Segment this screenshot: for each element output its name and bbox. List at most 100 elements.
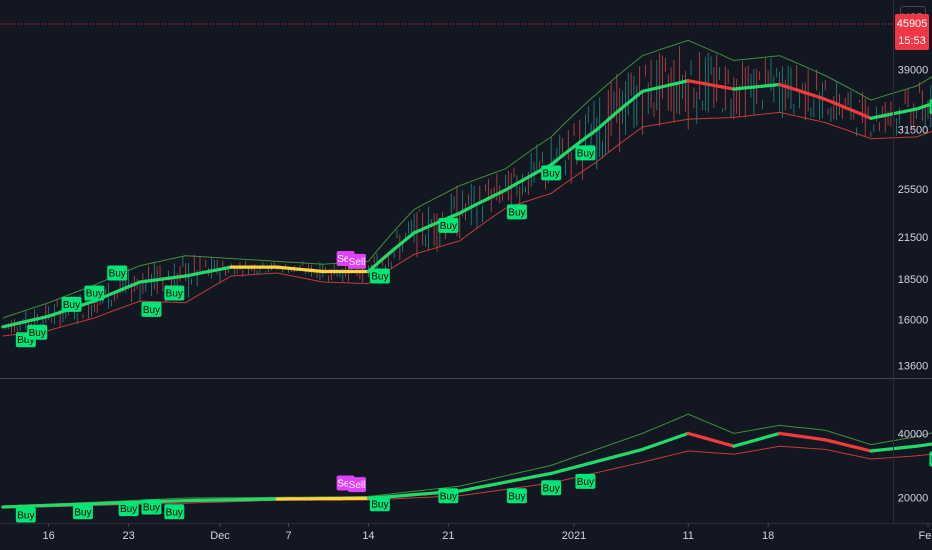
signal-label: Buy [86,288,103,299]
time-tick-label: 23 [122,530,134,542]
time-tick-label: Dec [210,530,230,542]
price-lower-band [2,111,932,337]
signal-label: Sell [337,479,354,490]
signal-label: Buy [166,507,183,518]
signal-box [541,165,562,181]
buy-signal[interactable]: Buy [929,99,932,115]
buy-signal[interactable]: Buy [541,480,562,496]
signal-label: Buy [166,288,183,299]
time-tick-label: 11 [682,530,693,542]
last-price-value: 45905 [897,18,928,30]
indicator-axis[interactable]: 40000 20000 [898,428,929,504]
buy-signal[interactable]: Buy [164,504,185,520]
signal-label: Buy [440,221,457,232]
indicator-lower-band [2,445,932,509]
signal-label: Buy [371,271,388,282]
signal-label: Buy [143,503,160,514]
time-tick-label: 21 [442,530,454,542]
basis-segment [926,442,932,447]
sell-signal[interactable]: Sell [348,477,367,493]
buy-signal[interactable]: Buy [141,499,162,515]
signal-label: Buy [931,102,932,113]
buy-signal[interactable]: Buy [369,268,390,284]
time-tick-label: 18 [762,530,774,542]
signal-box [575,473,596,489]
signal-box [369,268,390,284]
buy-signal[interactable]: Buy [84,285,105,301]
signal-box [107,265,128,281]
price-tick-label: 25500 [898,184,929,196]
buy-signal[interactable]: Buy [61,296,82,312]
signal-box [929,99,932,115]
time-tick-label: 16 [43,530,55,542]
buy-signal[interactable]: Buy [369,496,390,512]
signal-label: Buy [371,499,388,510]
buy-signal[interactable]: Buy [164,285,185,301]
price-tick-label: 31500 [898,125,929,137]
buy-signal[interactable]: Buy [15,507,36,523]
bar-countdown: 15:53 [898,35,926,47]
signal-box [141,301,162,317]
buy-signal[interactable]: Buy [118,501,139,517]
sell-signal[interactable]: Sell [348,253,367,269]
buy-signal[interactable]: Buy [27,324,48,340]
signal-label: Buy [120,504,137,515]
signal-box [72,504,93,520]
signal-box [369,496,390,512]
buy-signal[interactable]: Buy [141,301,162,317]
time-tick-label: 7 [285,530,291,542]
price-tick-label: 21500 [898,232,929,244]
signal-box [164,285,185,301]
time-tick-label: 2021 [562,530,586,542]
signal-box [506,204,527,220]
signal-label: Buy [109,268,126,279]
buy-signal[interactable]: Buy [575,145,596,161]
signal-box [15,507,36,523]
signal-label: Buy [17,511,34,522]
buy-signal[interactable]: Buy [506,488,527,504]
price-axis[interactable]: 39000 31500 25500 21500 18500 16000 13600 [898,65,929,373]
indicator-tick-label: 40000 [898,428,929,440]
buy-signal[interactable]: Buy [72,504,93,520]
signal-label: Buy [577,148,594,159]
signal-label: Sell [337,254,354,265]
price-tick-label: 13600 [898,360,929,372]
signal-box [27,324,48,340]
signal-box [61,296,82,312]
last-price-badge: 45905 15:53 [895,13,929,50]
buy-signal[interactable]: Buy [107,265,128,281]
price-tick-label: 39000 [898,65,929,77]
signal-box [348,253,367,269]
signal-label: Buy [63,300,80,311]
buy-signal[interactable]: Buy [541,165,562,181]
signal-box [929,451,932,467]
signal-label: Buy [931,455,932,466]
signal-box [164,504,185,520]
signal-box [118,501,139,517]
buy-signal[interactable]: Buy [575,473,596,489]
time-axis[interactable]: 1623Dec7142120211118Feb815 [43,523,932,542]
price-basis-line [1,79,932,329]
signal-label: Buy [29,328,46,339]
signal-label: Sell [349,257,366,268]
signal-label: Buy [440,491,457,502]
signal-label: Buy [543,168,560,179]
signal-label: Buy [143,305,160,316]
time-tick-label: Feb [919,530,932,542]
buy-signal[interactable]: Buy [506,204,527,220]
signal-box [438,488,459,504]
signal-label: Buy [508,491,525,502]
signal-box [141,499,162,515]
signal-box [348,477,367,493]
buy-signal[interactable]: Buy [929,451,932,467]
signal-label: Buy [74,507,91,518]
buy-signal[interactable]: Buy [438,488,459,504]
signal-label: Sell [349,480,366,491]
indicator-upper-band [2,413,932,507]
buy-signal[interactable]: Buy [438,217,459,233]
